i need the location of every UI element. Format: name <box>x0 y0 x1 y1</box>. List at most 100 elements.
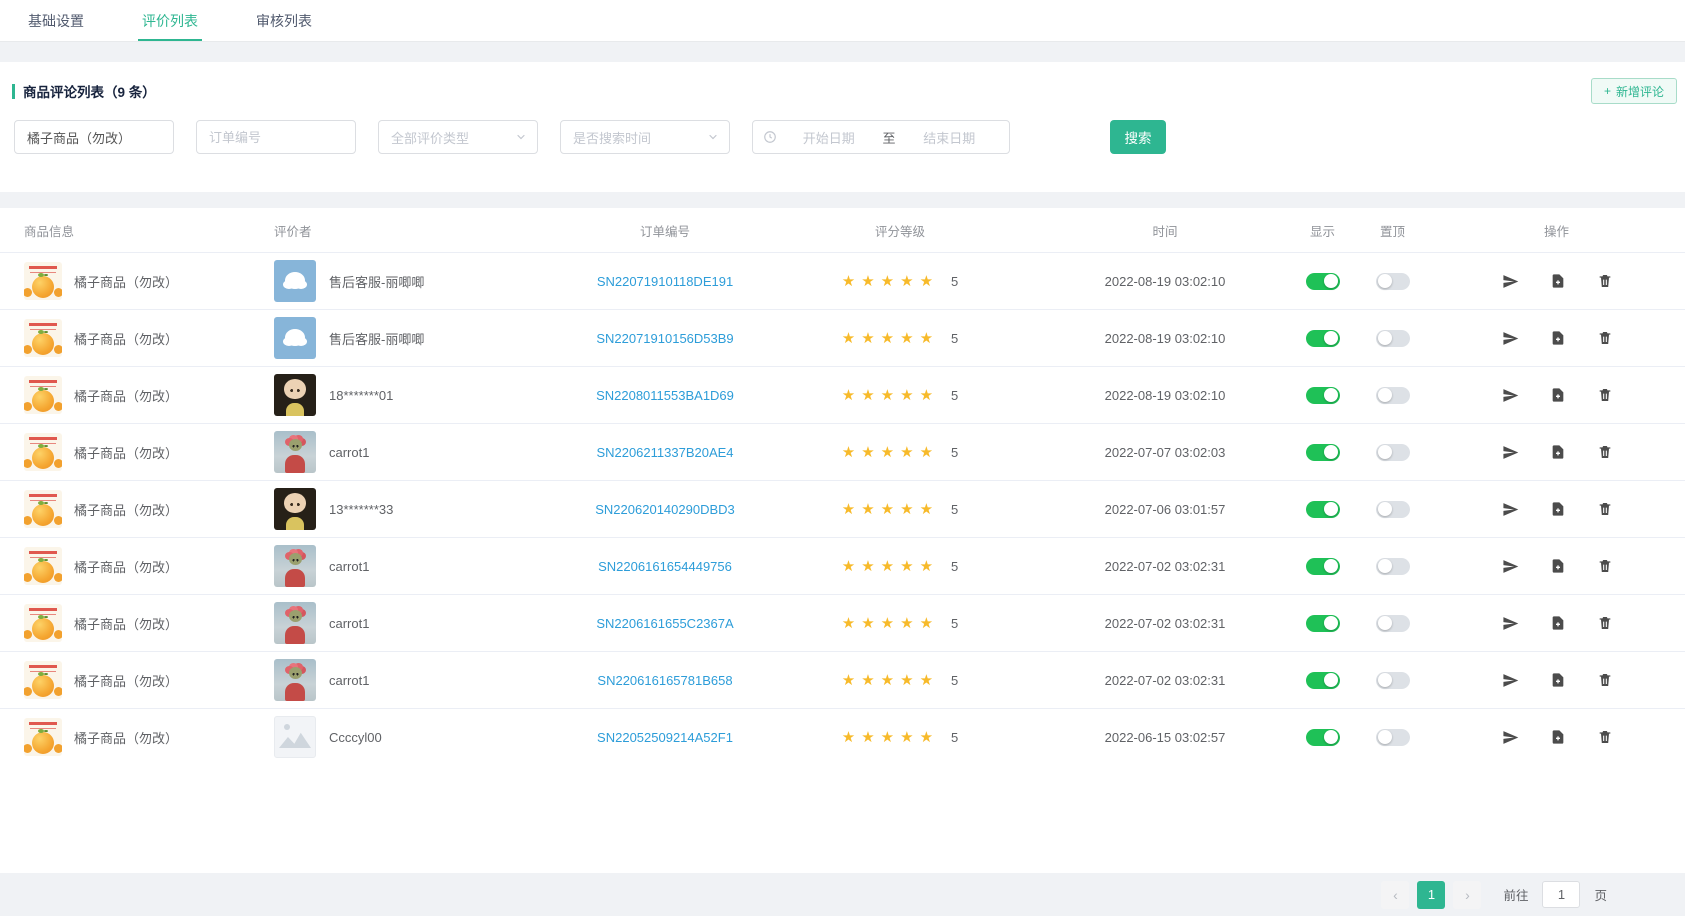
star-icon: ★ <box>880 500 895 518</box>
end-date-field[interactable]: 结束日期 <box>923 130 976 146</box>
reviewer-avatar <box>274 374 316 416</box>
send-reply-button[interactable] <box>1502 273 1519 290</box>
order-number-filter-input[interactable] <box>196 120 356 154</box>
add-note-button[interactable] <box>1549 558 1566 575</box>
delete-button[interactable] <box>1596 729 1613 746</box>
display-toggle[interactable] <box>1305 614 1340 632</box>
send-reply-button[interactable] <box>1502 672 1519 689</box>
star-icon: ★ <box>841 329 856 347</box>
paper-plane-icon <box>1503 730 1519 744</box>
add-note-button[interactable] <box>1549 273 1566 290</box>
display-toggle[interactable] <box>1305 557 1340 575</box>
paper-plane-icon <box>1503 388 1519 402</box>
pin-top-toggle[interactable] <box>1375 614 1410 632</box>
star-icon: ★ <box>841 386 856 404</box>
col-header-actions: 操作 <box>1544 224 1570 239</box>
display-toggle[interactable] <box>1305 728 1340 746</box>
paper-plane-icon <box>1503 331 1519 345</box>
star-icon: ★ <box>900 386 914 404</box>
star-icon: ★ <box>861 329 875 347</box>
add-note-button[interactable] <box>1549 501 1566 518</box>
delete-button[interactable] <box>1596 558 1613 575</box>
rating-value: 5 <box>951 387 959 403</box>
delete-button[interactable] <box>1596 672 1613 689</box>
rating-stars: ★ ★ ★ ★ ★ 5 <box>760 730 1040 745</box>
page-1-button[interactable]: 1 <box>1417 880 1446 909</box>
product-filter-input[interactable] <box>14 120 174 154</box>
col-header-product: 商品信息 <box>24 224 75 239</box>
add-note-button[interactable] <box>1549 729 1566 746</box>
order-number-link[interactable]: SN220620140290DBD3 <box>595 501 735 517</box>
review-time: 2022-08-19 03:02:10 <box>1104 273 1226 289</box>
order-number-link[interactable]: SN22052509214A52F1 <box>597 729 733 745</box>
pin-top-toggle[interactable] <box>1375 443 1410 461</box>
star-icon: ★ <box>900 500 914 518</box>
star-icon: ★ <box>900 614 914 632</box>
pin-top-toggle[interactable] <box>1375 500 1410 518</box>
orange-fruit-graphic <box>24 273 54 298</box>
order-number-link[interactable]: SN2206161654449756 <box>598 558 732 574</box>
send-reply-button[interactable] <box>1502 444 1519 461</box>
order-number-link[interactable]: SN22071910118DE191 <box>596 273 734 289</box>
goto-page-input[interactable] <box>1542 881 1581 908</box>
pin-top-toggle[interactable] <box>1375 329 1410 347</box>
table-row: 橘子商品（勿改） carrot1 SN2206161655C2367A ★ ★ ★ ★… <box>0 594 1685 651</box>
order-number-link[interactable]: SN22071910156D53B9 <box>596 330 734 346</box>
add-note-button[interactable] <box>1549 672 1566 689</box>
table-row: 橘子商品（勿改） carrot1 SN220616165781B658 ★ ★ ★ ★… <box>0 651 1685 708</box>
add-note-button[interactable] <box>1549 615 1566 632</box>
pin-top-toggle[interactable] <box>1375 272 1410 290</box>
order-number-link[interactable]: SN2206161655C2367A <box>596 615 734 631</box>
tab-basic-settings[interactable]: 基础设置 <box>28 0 84 41</box>
send-reply-button[interactable] <box>1502 558 1519 575</box>
order-number-link[interactable]: SN220616165781B658 <box>597 672 733 688</box>
accent-bar <box>12 83 15 99</box>
start-date-field[interactable]: 开始日期 <box>802 130 855 146</box>
add-review-label: 新增评论 <box>1615 84 1664 99</box>
add-note-button[interactable] <box>1549 444 1566 461</box>
add-review-button[interactable]: + 新增评论 <box>1590 78 1677 104</box>
delete-button[interactable] <box>1596 387 1613 404</box>
pin-top-toggle[interactable] <box>1375 671 1410 689</box>
reviewer-avatar <box>274 317 316 359</box>
display-toggle[interactable] <box>1305 329 1340 347</box>
add-note-button[interactable] <box>1549 330 1566 347</box>
prev-page-button[interactable]: ‹ <box>1381 880 1410 909</box>
date-range-picker[interactable]: 开始日期 至 结束日期 <box>752 120 1010 154</box>
delete-button[interactable] <box>1596 444 1613 461</box>
tab-review-list[interactable]: 评价列表 <box>138 0 202 41</box>
display-toggle[interactable] <box>1305 443 1340 461</box>
delete-button[interactable] <box>1596 330 1613 347</box>
display-toggle[interactable] <box>1305 500 1340 518</box>
delete-button[interactable] <box>1596 501 1613 518</box>
orange-fruit-graphic <box>24 729 54 754</box>
rating-value: 5 <box>951 558 959 574</box>
search-button[interactable]: 搜索 <box>1110 120 1166 154</box>
star-icon: ★ <box>880 728 895 746</box>
review-time: 2022-08-19 03:02:10 <box>1104 387 1226 403</box>
next-page-button[interactable]: › <box>1453 880 1482 909</box>
display-toggle[interactable] <box>1305 272 1340 290</box>
delete-button[interactable] <box>1596 273 1613 290</box>
order-number-link[interactable]: SN2206211337B20AE4 <box>596 444 734 460</box>
pin-top-toggle[interactable] <box>1375 557 1410 575</box>
table-body: 橘子商品（勿改） 售后客服-丽唧唧 SN22071910118DE191 ★ ★ ★… <box>0 252 1685 765</box>
pin-top-toggle[interactable] <box>1375 386 1410 404</box>
send-reply-button[interactable] <box>1502 729 1519 746</box>
star-icon: ★ <box>861 728 875 746</box>
pin-top-toggle[interactable] <box>1375 728 1410 746</box>
review-table-card: 商品信息 评价者 订单编号 评分等级 时间 显示 置顶 操作 橘子商品（勿改） … <box>0 208 1685 873</box>
add-note-button[interactable] <box>1549 387 1566 404</box>
time-search-select[interactable]: 是否搜索时间 <box>560 120 730 154</box>
send-reply-button[interactable] <box>1502 501 1519 518</box>
display-toggle[interactable] <box>1305 386 1340 404</box>
product-image <box>24 319 62 357</box>
order-number-link[interactable]: SN2208011553BA1D69 <box>596 387 734 403</box>
display-toggle[interactable] <box>1305 671 1340 689</box>
send-reply-button[interactable] <box>1502 387 1519 404</box>
tab-audit-list[interactable]: 审核列表 <box>256 0 312 41</box>
delete-button[interactable] <box>1596 615 1613 632</box>
send-reply-button[interactable] <box>1502 330 1519 347</box>
review-type-select[interactable]: 全部评价类型 <box>378 120 538 154</box>
send-reply-button[interactable] <box>1502 615 1519 632</box>
